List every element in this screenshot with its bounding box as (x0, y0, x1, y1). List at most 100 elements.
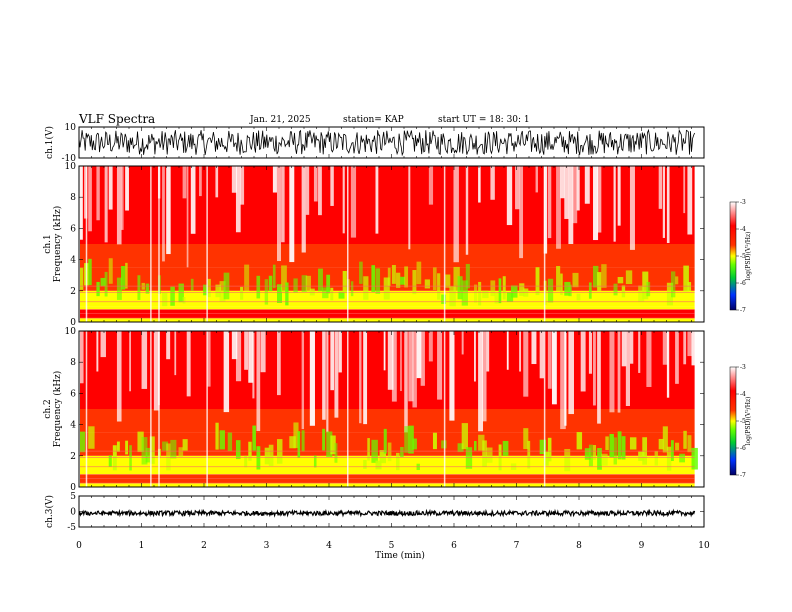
ch2-spectrogram-streak (309, 331, 315, 426)
ch2-spectrogram-patch (367, 438, 370, 461)
ch1-spectrogram-streak (428, 166, 434, 205)
ch2-spectrogram-patch (166, 443, 171, 471)
ch2-spectrogram-streak (231, 331, 238, 360)
ch1-spectrogram-patch (601, 264, 607, 288)
ch1-spectrogram-patch (359, 261, 363, 284)
ch2-spectrogram-patch (441, 440, 447, 449)
ch1-spectrogram-ylabel-frequency: Frequency (kHz) (52, 206, 63, 283)
ch2-spectrogram-ytick-label: 4 (70, 421, 76, 431)
ch1-spectrogram-image (80, 166, 695, 322)
ch2-spectrogram-patch (662, 426, 668, 453)
colorbar-tick-label: -3 (740, 199, 746, 206)
ch2-colorbar-label: log(PSD)(V²/Hz) (745, 397, 752, 446)
ch2-spectrogram-patch (108, 455, 112, 467)
ch1-spectrogram-patch (96, 281, 100, 297)
ch1-spectrogram-streak (408, 166, 411, 250)
ch1-spectrogram-patch (121, 265, 126, 290)
ch1-spectrogram-streak (547, 166, 552, 239)
ch1-spectrogram-patch (457, 276, 463, 300)
ch2-spectrogram-streak (609, 331, 615, 413)
ch2-spectrogram-streak (244, 331, 249, 370)
ch2-spectrogram-patch (617, 431, 622, 460)
ch1-spectrogram-patch (277, 284, 283, 303)
ch2-spectrogram-patch (457, 443, 464, 453)
ch2-spectrogram-streak (625, 331, 630, 406)
ch1-spectrogram-patch (465, 263, 470, 289)
ch2-spectrogram-patch (584, 448, 591, 460)
ch1-spectrogram-streak (104, 166, 108, 243)
ch2-spectrogram-streak (235, 331, 242, 382)
ch1-spectrogram-patch (268, 275, 273, 292)
ch1-spectrogram-streak (666, 166, 670, 244)
x-tick-label: 9 (639, 541, 645, 551)
ch1-spectrogram-streak (301, 166, 306, 253)
ch1-spectrogram-streak (576, 166, 580, 211)
ch2-spectrogram-patch (396, 452, 400, 471)
ch1-spectrogram-streak (342, 166, 345, 234)
ch1-spectrogram-streak (572, 166, 578, 224)
ch2-spectrogram-patch (679, 453, 685, 463)
colorbar-tick-label: -5 (740, 253, 746, 260)
ch2-spectrogram-streak (416, 331, 422, 379)
ch1-spectrogram-patch (162, 292, 168, 307)
ch1-spectrogram-streak (490, 166, 495, 200)
ch1-spectrogram-patch (305, 275, 311, 292)
ch1-spectrogram-streak (125, 166, 129, 211)
ch2-spectrogram-patch (322, 428, 326, 451)
ch2-spectrogram-patch (379, 450, 387, 464)
ch1-spectrogram-streak (277, 166, 281, 262)
ch2-spectrogram-streak (588, 331, 592, 374)
ch2-spectrogram-patch (621, 436, 626, 460)
ch1-spectrogram-patch (80, 267, 84, 290)
ch2-spectrogram-patch (691, 447, 698, 470)
ch1-spectrogram-streak (515, 166, 520, 210)
ch1-spectrogram-streak (617, 166, 621, 226)
ch2-spectrogram-ytick-label: 10 (65, 327, 77, 337)
ch1-spectrogram-streak (281, 166, 285, 243)
ch1-spectrogram-patch (412, 270, 417, 295)
ch2-spectrogram-patch (461, 423, 468, 450)
ch1-spectrogram-patch (646, 281, 651, 297)
ch1-spectrogram-patch (490, 280, 496, 297)
ch1-spectrogram-streak (597, 166, 602, 233)
figure-title: VLF Spectra (78, 112, 155, 126)
ch3-waveform-ytick-label: 5 (70, 492, 76, 502)
ch1-spectrogram-patch (572, 272, 579, 288)
ch2-spectrogram-streak (116, 331, 122, 422)
ch2-spectrogram-patch (264, 447, 270, 465)
ch1-waveform-ylabel: ch.1(V) (44, 126, 55, 159)
ch1-spectrogram-patch (617, 276, 624, 284)
ch2-spectrogram-ytick-label: 8 (70, 358, 76, 368)
ch1-spectrogram-patch (88, 258, 92, 286)
ch2-spectrogram-patch (363, 459, 367, 469)
ch2-spectrogram-patch (227, 432, 233, 452)
colorbar-tick-label: -4 (740, 391, 746, 398)
ch1-spectrogram-patch (264, 279, 269, 305)
ch2-spectrogram-patch (330, 435, 336, 455)
ch2-spectrogram-patch (654, 451, 658, 466)
ch2-spectrogram-patch (244, 455, 248, 468)
ch2-spectrogram-patch (145, 447, 151, 463)
x-tick-label: 6 (451, 541, 457, 551)
ch1-spectrogram-patch (404, 266, 409, 288)
ch2-spectrogram-patch (588, 444, 593, 467)
ch1-colorbar: log(PSD)(V²/Hz) -3 -4 -5 -6 -7 (729, 199, 752, 314)
ch3-waveform-ylabel: ch.3(V) (44, 495, 55, 528)
colorbar-tick-label: -6 (740, 445, 746, 452)
ch2-colorbar-gradient (729, 366, 737, 476)
ch2-spectrogram-patch (474, 441, 477, 451)
ch1-spectrogram-patch (498, 278, 502, 304)
ch2-spectrogram-patch (638, 451, 645, 461)
ch2-spectrogram-streak (687, 331, 693, 357)
ch3-waveform-ytick-label: -5 (67, 523, 76, 533)
ch1-spectrogram-patch (125, 262, 128, 289)
ch2-spectrogram-patch (671, 440, 674, 461)
ch1-spectrogram-band (80, 306, 695, 310)
ch1-spectrogram-patch (190, 278, 194, 291)
ch1-spectrogram-streak (84, 166, 88, 219)
ch1-spectrogram-patch (178, 283, 184, 303)
ch1-spectrogram-patch (519, 283, 525, 296)
ch2-spectrogram-streak (461, 331, 464, 355)
station-label: station= KAP (343, 115, 404, 125)
ch2-spectrogram-patch (412, 438, 417, 450)
